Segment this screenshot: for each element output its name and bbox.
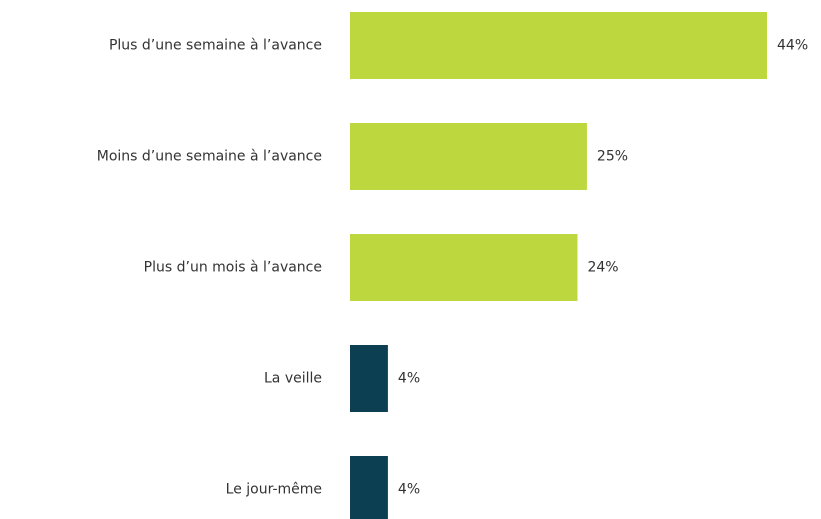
value-label: 24% [587, 260, 618, 276]
category-label: La veille [264, 371, 322, 387]
category-label: Plus d’un mois à l’avance [144, 260, 322, 276]
bar [350, 123, 587, 190]
category-label: Moins d’une semaine à l’avance [97, 149, 322, 165]
value-label: 25% [597, 149, 628, 165]
value-label: 4% [398, 371, 420, 387]
category-label: Plus d’une semaine à l’avance [109, 38, 322, 54]
bar [350, 456, 388, 519]
value-label: 4% [398, 482, 420, 498]
bar [350, 345, 388, 412]
bar [350, 12, 767, 79]
category-label: Le jour-même [226, 482, 322, 498]
bar [350, 234, 578, 301]
value-label: 44% [777, 38, 808, 54]
